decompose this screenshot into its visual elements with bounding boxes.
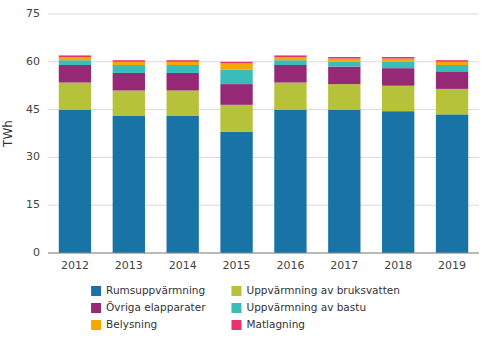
bar-segment <box>436 62 468 65</box>
bar-segment <box>113 62 145 65</box>
y-tick-label: 75 <box>26 7 40 20</box>
bar-segment <box>167 73 199 91</box>
x-tick-label: 2019 <box>438 259 466 272</box>
bar-segment <box>274 57 306 60</box>
y-tick-label: 45 <box>26 103 40 116</box>
legend: Rumsuppvärmning Uppvärmning av bruksvatte… <box>91 284 400 330</box>
legend-swatch <box>91 286 101 296</box>
bar-segment <box>328 84 360 109</box>
x-tick-label: 2017 <box>330 259 358 272</box>
bar-segment <box>113 60 145 62</box>
bar-segment <box>167 116 199 253</box>
legend-item: Uppvärmning av bastu <box>231 301 366 313</box>
x-tick-label: 2016 <box>276 259 304 272</box>
x-tick-label: 2018 <box>384 259 412 272</box>
legend-item: Matlagning <box>231 318 305 330</box>
y-tick-label: 60 <box>26 55 40 68</box>
grid-line <box>48 14 479 15</box>
bar-segment <box>220 105 252 132</box>
legend-swatch <box>91 303 101 313</box>
bar-segment <box>274 65 306 83</box>
bar-segment <box>220 62 252 64</box>
legend-item: Övriga elapparater <box>91 301 206 313</box>
y-tick-label: 15 <box>26 198 40 211</box>
grid-line <box>48 253 479 254</box>
legend-swatch <box>91 320 101 330</box>
bar-segment <box>167 65 199 73</box>
bar-segment <box>274 55 306 57</box>
bar-segment <box>59 83 91 110</box>
bar-segment <box>328 62 360 67</box>
bar-segment <box>382 111 414 253</box>
legend-item: Uppvärmning av bruksvatten <box>231 284 399 296</box>
bar-segment <box>167 62 199 65</box>
bar-segment <box>113 65 145 73</box>
x-axis-line <box>48 253 479 254</box>
legend-label: Uppvärmning av bastu <box>246 301 366 313</box>
bar-segment <box>220 132 252 253</box>
bar-segment <box>113 73 145 91</box>
bar-segment <box>274 83 306 110</box>
bar-segment <box>274 110 306 253</box>
bar-segment <box>220 84 252 105</box>
legend-swatch <box>231 320 241 330</box>
bars <box>59 55 468 253</box>
bar-segment <box>382 57 414 59</box>
legend-swatch <box>231 303 241 313</box>
bar-segment <box>220 63 252 69</box>
bar-segment <box>113 90 145 115</box>
x-tick-label: 2012 <box>61 259 89 272</box>
x-tick-label: 2015 <box>223 259 251 272</box>
bar-segment <box>274 60 306 65</box>
bar-segment <box>113 116 145 253</box>
bar-segment <box>167 90 199 115</box>
legend-item: Belysning <box>91 318 157 330</box>
bar-segment <box>382 62 414 68</box>
bar-segment <box>382 68 414 86</box>
legend-label: Belysning <box>106 318 157 330</box>
bar-segment <box>167 60 199 62</box>
legend-label: Övriga elapparater <box>106 301 206 313</box>
bar-segment <box>59 55 91 57</box>
bar-segment <box>328 110 360 253</box>
chart-container: 0 15 30 45 60 75 TWh 2012 2013 2014 2015 2016 2017 20… <box>0 0 491 340</box>
bar-segment <box>328 59 360 62</box>
grid <box>48 14 479 253</box>
bar-segment <box>436 65 468 71</box>
bar-segment <box>382 86 414 111</box>
bar-segment <box>59 57 91 60</box>
bar-segment <box>328 67 360 85</box>
bar-segment <box>328 57 360 59</box>
bar-segment <box>436 89 468 114</box>
bar-segment <box>436 71 468 89</box>
chart: 0 15 30 45 60 75 TWh 2012 2013 2014 2015 2016 2017 20… <box>0 0 491 340</box>
bar-segment <box>382 59 414 62</box>
bar-segment <box>59 110 91 253</box>
legend-label: Uppvärmning av bruksvatten <box>246 284 399 296</box>
x-tick-label: 2014 <box>169 259 197 272</box>
legend-swatch <box>231 286 241 296</box>
bar-segment <box>220 70 252 84</box>
legend-label: Matlagning <box>246 318 305 330</box>
bar-segment <box>436 60 468 62</box>
y-tick-label: 0 <box>33 246 40 259</box>
bar-segment <box>59 60 91 65</box>
x-tick-label: 2013 <box>115 259 143 272</box>
y-axis-label: TWh <box>1 120 15 148</box>
legend-item: Rumsuppvärmning <box>91 284 205 296</box>
legend-label: Rumsuppvärmning <box>106 284 205 296</box>
bar-segment <box>436 114 468 253</box>
bar-segment <box>59 65 91 83</box>
y-tick-label: 30 <box>26 150 40 163</box>
